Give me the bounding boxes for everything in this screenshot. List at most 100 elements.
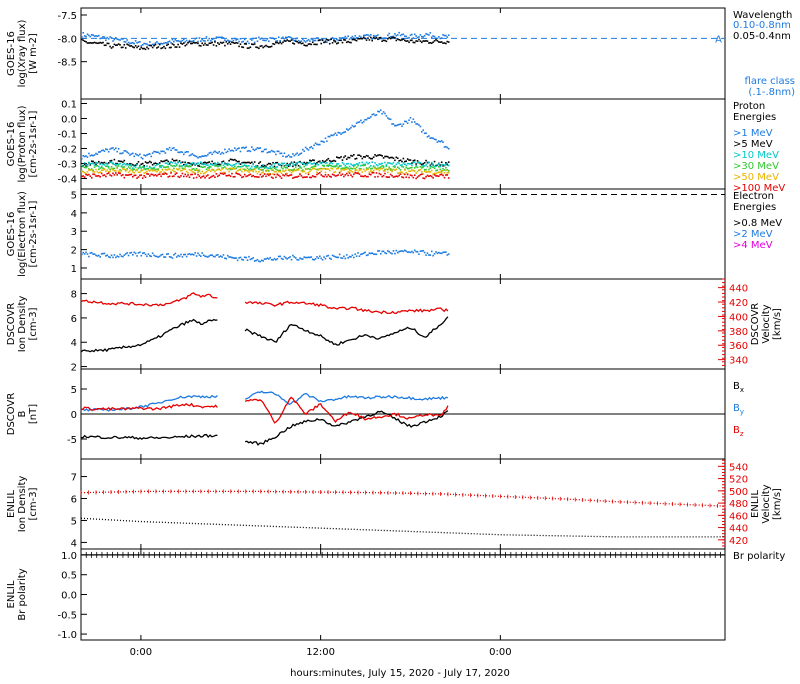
x-tick-label: 0:00 xyxy=(489,647,511,658)
data-point xyxy=(374,253,376,256)
data-point xyxy=(388,167,391,170)
data-point xyxy=(167,163,170,166)
data-point xyxy=(328,175,331,178)
data-point xyxy=(144,161,147,163)
data-point xyxy=(175,163,178,166)
series-line xyxy=(244,300,449,315)
data-point xyxy=(314,43,317,46)
data-point xyxy=(337,163,340,165)
data-point xyxy=(313,165,315,168)
data-point xyxy=(232,150,235,152)
data-point xyxy=(180,169,182,172)
data-point xyxy=(340,156,342,158)
data-point xyxy=(351,171,354,173)
data-point xyxy=(443,42,446,44)
data-point xyxy=(130,173,133,176)
data-point xyxy=(370,170,372,172)
data-point xyxy=(191,153,194,155)
data-point xyxy=(100,165,103,168)
data-point xyxy=(321,38,324,41)
data-point xyxy=(93,171,96,173)
data-point xyxy=(285,40,287,42)
data-point xyxy=(194,173,196,175)
data-point xyxy=(419,173,422,176)
data-point xyxy=(406,162,409,165)
data-point xyxy=(429,174,432,177)
data-point xyxy=(443,164,446,166)
data-point xyxy=(132,46,134,48)
data-point xyxy=(249,167,252,170)
data-point xyxy=(306,256,308,259)
data-point xyxy=(209,176,212,179)
data-point xyxy=(277,174,280,177)
data-point xyxy=(330,160,332,163)
data-point xyxy=(279,170,281,173)
data-point xyxy=(409,116,412,119)
data-point xyxy=(313,162,315,164)
data-point xyxy=(408,162,410,165)
data-point xyxy=(229,158,232,161)
data-point xyxy=(137,161,140,163)
data-point xyxy=(362,164,365,167)
data-point xyxy=(372,113,375,115)
data-point xyxy=(129,154,131,156)
data-point xyxy=(372,165,375,168)
data-point xyxy=(160,47,162,50)
data-point xyxy=(205,175,208,177)
data-point xyxy=(201,42,204,45)
data-point xyxy=(215,36,218,39)
data-point xyxy=(321,159,324,162)
data-point xyxy=(117,147,120,150)
y-tick-label: 7 xyxy=(71,473,77,484)
data-point xyxy=(110,159,113,162)
y-tick-label: 5 xyxy=(71,516,77,527)
data-point xyxy=(430,137,433,139)
data-point xyxy=(251,175,253,178)
data-point xyxy=(428,168,430,171)
data-point xyxy=(98,171,100,174)
data-point xyxy=(204,165,206,168)
data-point xyxy=(161,47,164,49)
data-point xyxy=(285,256,287,259)
data-point xyxy=(146,165,148,167)
data-point xyxy=(249,169,252,172)
data-point xyxy=(93,173,96,176)
data-point xyxy=(218,163,221,166)
data-point xyxy=(350,169,352,172)
x-tick-label: 12:00 xyxy=(306,647,335,658)
data-point xyxy=(82,175,85,177)
data-point xyxy=(218,151,221,153)
data-point xyxy=(178,176,181,179)
data-point xyxy=(365,154,368,157)
data-point xyxy=(316,161,318,164)
data-point xyxy=(120,37,123,40)
data-point xyxy=(279,152,281,155)
data-point xyxy=(154,174,157,176)
data-point xyxy=(416,166,419,169)
data-point xyxy=(362,155,365,158)
data-point xyxy=(249,150,252,153)
data-point xyxy=(202,155,205,158)
data-point xyxy=(355,36,358,39)
data-point xyxy=(336,42,338,45)
data-point xyxy=(236,38,239,41)
data-point xyxy=(88,173,90,176)
data-point xyxy=(88,152,90,155)
data-point xyxy=(337,42,340,44)
data-point xyxy=(109,256,111,259)
data-point xyxy=(344,165,347,167)
data-point xyxy=(156,175,158,177)
data-point xyxy=(382,165,385,167)
data-point xyxy=(433,174,436,176)
data-point xyxy=(132,167,134,170)
data-point xyxy=(296,168,298,171)
data-point xyxy=(188,39,191,42)
data-point xyxy=(120,152,123,155)
data-point xyxy=(160,150,162,153)
data-point xyxy=(371,170,374,173)
data-point xyxy=(358,167,361,170)
data-point xyxy=(286,39,289,41)
data-point xyxy=(345,254,348,256)
data-point xyxy=(194,164,196,166)
series-line xyxy=(80,318,218,353)
